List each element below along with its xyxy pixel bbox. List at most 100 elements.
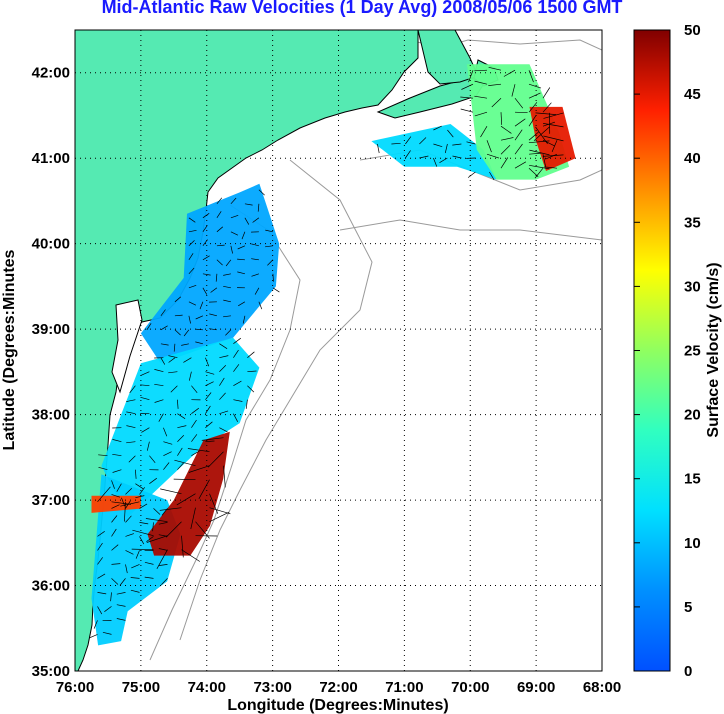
velocity-vectors	[89, 66, 564, 639]
velocity-arrow-18	[188, 240, 195, 247]
velocity-arrow-202	[174, 459, 196, 467]
velocity-arrow-300	[529, 164, 550, 170]
velocity-arrow-11	[188, 229, 197, 233]
velocity-arrow-55	[188, 315, 191, 324]
velocity-arrow-187	[97, 592, 107, 595]
velocity-arrow-114	[219, 410, 229, 415]
velocity-arrow-241	[439, 157, 448, 164]
velocity-arrow-225	[111, 501, 132, 505]
velocity-arrow-155	[139, 503, 148, 509]
y-tick-label-3: 38:00	[32, 407, 70, 424]
bathymetry-contour-1	[179, 159, 373, 641]
velocity-arrow-135	[163, 451, 172, 457]
velocity-arrow-230	[377, 143, 380, 154]
velocity-arrow-88	[233, 364, 240, 372]
velocity-arrow-118	[141, 427, 150, 433]
colorbar-tick-label-6: 30	[684, 278, 701, 295]
velocity-arrow-56	[195, 315, 204, 320]
velocity-arrow-41	[210, 287, 218, 293]
velocity-arrow-280	[500, 145, 511, 155]
velocity-arrow-27	[216, 259, 223, 266]
velocity-arrow-273	[486, 140, 492, 153]
velocity-arrow-64	[195, 328, 203, 331]
velocity-arrow-10	[252, 217, 260, 223]
colorbar: 0 5 10 15 20 25 30 35 40 45 50 Surface Velocity (c…	[633, 22, 722, 680]
velocity-arrow-145	[135, 483, 144, 489]
velocity-arrow-57	[209, 313, 217, 317]
colorbar-ticks: 0 5 10 15 20 25 30 35 40 45 50	[634, 22, 701, 680]
x-tick-label-3: 73:00	[253, 679, 291, 696]
velocity-arrow-165	[125, 533, 135, 537]
velocity-arrow-138	[98, 466, 108, 471]
velocity-arrow-263	[474, 111, 488, 117]
velocity-arrow-106	[233, 399, 243, 402]
velocity-arrow-162	[158, 522, 168, 525]
velocity-arrow-87	[219, 364, 227, 372]
velocity-arrow-44	[254, 287, 260, 295]
x-tick-label-5: 71:00	[385, 679, 423, 696]
velocity-arrow-4	[257, 203, 260, 212]
velocity-region-5	[371, 124, 497, 180]
velocity-arrow-164	[111, 528, 117, 537]
velocity-arrow-151	[125, 487, 133, 495]
velocity-arrow-134	[149, 455, 156, 464]
velocity-arrow-258	[491, 97, 502, 108]
y-tick-label-0: 35:00	[32, 663, 70, 680]
velocity-arrow-90	[129, 385, 136, 394]
velocity-arrow-26	[202, 255, 210, 261]
velocity-arrow-131	[98, 454, 108, 457]
velocity-arrow-279	[486, 153, 500, 159]
velocity-arrow-76	[168, 355, 178, 359]
velocity-arrow-207	[160, 488, 182, 495]
velocity-arrow-228	[433, 125, 442, 131]
velocity-arrow-270	[514, 118, 526, 127]
x-tick-label-7: 69:00	[517, 679, 555, 696]
velocity-arrow-53	[160, 309, 166, 317]
velocity-arrow-107	[245, 399, 248, 409]
velocity-arrow-46	[174, 296, 182, 303]
velocity-arrow-295	[543, 123, 564, 128]
x-tick-label-4: 72:00	[319, 679, 357, 696]
velocity-arrow-120	[177, 425, 187, 429]
velocity-arrow-6	[202, 213, 210, 219]
velocity-arrow-99	[126, 399, 136, 402]
colorbar-tick-label-10: 50	[684, 22, 701, 39]
velocity-arrow-245	[489, 171, 495, 181]
velocity-arrow-253	[488, 83, 502, 86]
velocity-arrow-249	[503, 69, 516, 77]
velocity-arrow-229	[447, 129, 454, 138]
x-tick-label-8: 68:00	[583, 679, 621, 696]
colorbar-tick-label-0: 0	[684, 663, 692, 680]
velocity-arrow-85	[188, 371, 192, 381]
velocity-arrow-13	[216, 226, 224, 233]
x-tick-label-2: 74:00	[188, 679, 226, 696]
velocity-arrow-205	[173, 478, 196, 481]
colorbar-tick-label-4: 20	[684, 407, 701, 424]
velocity-arrow-48	[199, 301, 204, 310]
velocity-arrow-37	[251, 273, 260, 277]
velocity-arrow-204	[223, 465, 226, 488]
velocity-arrow-137	[191, 450, 200, 457]
velocity-arrow-271	[528, 115, 537, 127]
velocity-arrow-237	[466, 141, 476, 145]
velocity-arrow-72	[168, 357, 176, 363]
velocity-arrow-21	[230, 245, 233, 254]
velocity-arrow-248	[488, 66, 502, 71]
velocity-arrow-181	[97, 573, 106, 579]
velocity-arrow-274	[500, 137, 514, 141]
velocity-arrow-261	[542, 87, 551, 99]
velocity-arrow-50	[223, 299, 231, 303]
velocity-arrow-262	[460, 108, 474, 113]
velocity-arrow-115	[233, 413, 239, 422]
velocity-arrow-127	[163, 441, 173, 445]
velocity-region-3	[147, 431, 230, 556]
velocity-arrow-143	[177, 462, 184, 470]
velocity-arrow-78	[205, 357, 210, 367]
y-tick-label-1: 36:00	[32, 578, 70, 595]
velocity-arrow-28	[225, 259, 232, 267]
velocity-arrow-294	[533, 126, 550, 141]
velocity-arrow-130	[205, 440, 215, 443]
velocity-arrow-148	[135, 495, 145, 499]
velocity-arrow-191	[97, 606, 103, 615]
colorbar-label: Surface Velocity (cm/s)	[705, 262, 722, 437]
